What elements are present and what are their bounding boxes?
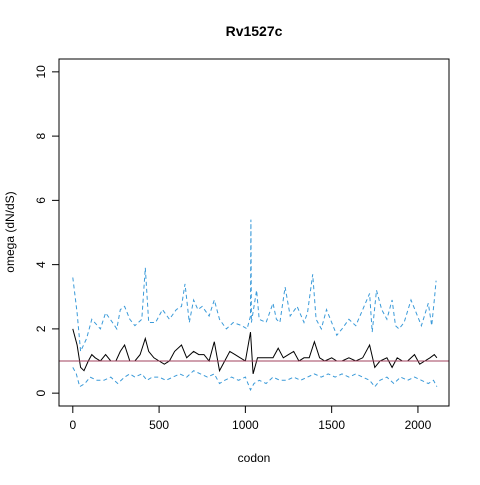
plot-frame	[58, 58, 450, 407]
x-tick-label: 500	[149, 418, 169, 432]
x-tick-label: 1000	[232, 418, 259, 432]
y-tick-label: 0	[34, 389, 48, 396]
x-tick-label: 1500	[318, 418, 345, 432]
series-line-0	[72, 219, 437, 354]
plot-area	[59, 219, 449, 392]
y-tick-label: 4	[34, 261, 48, 268]
y-tick-label: 10	[34, 65, 48, 79]
chart-title: Rv1527c	[226, 23, 283, 39]
series-line-2	[72, 367, 438, 392]
y-tick-label: 6	[34, 197, 48, 204]
y-axis-title: omega (dN/dS)	[3, 191, 17, 272]
y-tick-label: 8	[34, 132, 48, 139]
x-axis: 0 500 1000 1500 2000	[69, 405, 432, 432]
x-tick-label: 2000	[405, 418, 432, 432]
y-tick-label: 2	[34, 325, 48, 332]
y-axis: 0 2 4 6 8 10	[34, 65, 60, 396]
x-tick-label: 0	[69, 418, 76, 432]
x-axis-title: codon	[238, 451, 271, 465]
series-line-1	[72, 328, 438, 375]
